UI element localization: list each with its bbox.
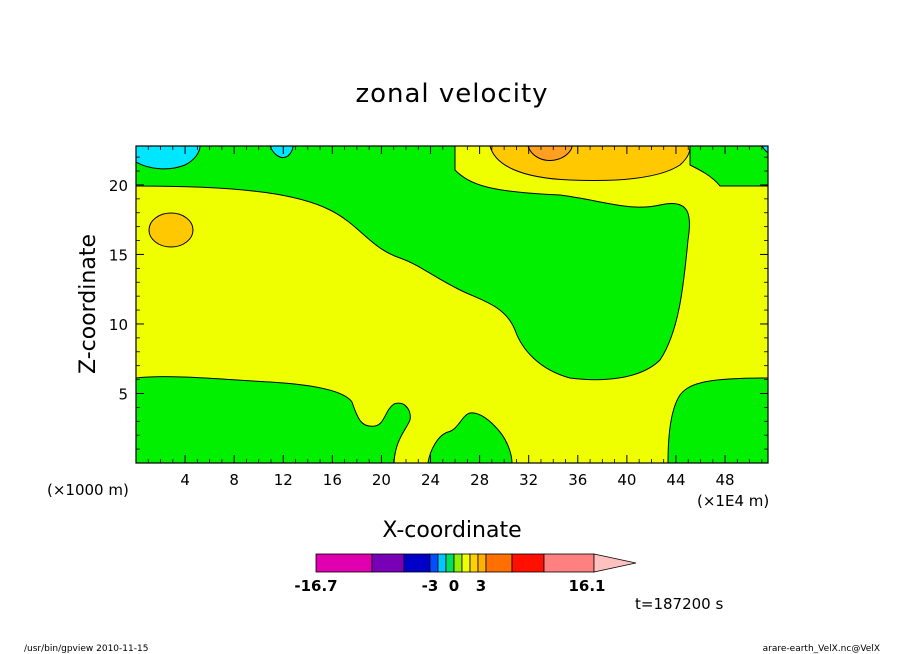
x-tick-label: 20 — [372, 471, 391, 489]
x-unit-left: (×1000 m) — [47, 481, 129, 499]
colorbar-segment — [485, 553, 513, 573]
x-tick-label: 12 — [274, 471, 293, 489]
x-tick-label: 48 — [716, 471, 735, 489]
x-tick-label: 36 — [568, 471, 587, 489]
contour-cyan-small-region — [269, 146, 294, 159]
y-tick-label: 10 — [109, 316, 128, 334]
colorbar-segment — [437, 553, 447, 573]
x-unit-right: (×1E4 m) — [697, 492, 769, 510]
contour-gold-left-blob — [148, 212, 194, 248]
time-label: t=187200 s — [635, 595, 723, 613]
y-axis-ticks: 5 10 15 20 — [109, 156, 768, 450]
colorbar-segment — [469, 553, 479, 573]
colorbar-segment — [445, 553, 455, 573]
x-tick-label: 24 — [421, 471, 440, 489]
colorbar-segment — [315, 553, 373, 573]
colorbar-arrow — [593, 553, 637, 573]
colorbar-max-label: 16.1 — [568, 577, 605, 595]
colorbar-min-label: -16.7 — [294, 577, 337, 595]
y-tick-label: 5 — [118, 385, 128, 403]
colorbar-segment — [453, 553, 463, 573]
x-tick-label: 44 — [666, 471, 685, 489]
colorbar-segment — [461, 553, 471, 573]
contour-green-bottom-right-region — [667, 377, 768, 463]
contour-orange-core-region — [527, 146, 573, 161]
colorbar-segment — [403, 553, 431, 573]
colorbar-segment — [543, 553, 595, 573]
footer-left: /usr/bin/gpview 2010-11-15 — [24, 644, 148, 654]
x-axis-ticks: 4 8 12 16 20 24 28 32 36 40 44 48 — [147, 146, 763, 489]
contour-green-bottom-mid-region — [427, 412, 513, 463]
x-tick-label: 16 — [323, 471, 342, 489]
contour-cyan-right-edge — [761, 146, 768, 154]
contour-green-top-right-region — [689, 146, 768, 187]
plot-area — [135, 145, 769, 464]
colorbar-segment — [511, 553, 545, 573]
colorbar-segment — [429, 553, 439, 573]
y-tick-label: 15 — [109, 246, 128, 264]
x-tick-label: 8 — [229, 471, 239, 489]
x-tick-label: 4 — [180, 471, 190, 489]
y-tick-label: 20 — [109, 177, 128, 195]
x-axis-label: X-coordinate — [382, 518, 521, 543]
colorbar-inner-labels: -3 0 3 — [422, 577, 487, 595]
contour-cyan-topleft-region — [136, 146, 201, 170]
colorbar-segment — [371, 553, 405, 573]
x-tick-label: 28 — [470, 471, 489, 489]
y-axis-label: Z-coordinate — [76, 234, 101, 374]
colorbar-inner-label: 3 — [476, 577, 486, 595]
contour-green-upper-region — [136, 146, 691, 381]
x-tick-label: 32 — [519, 471, 538, 489]
plot-frame — [135, 145, 769, 464]
colorbar-inner-label: -3 — [422, 577, 439, 595]
contour-green-bottom-left-region — [136, 376, 411, 463]
x-tick-label: 40 — [617, 471, 636, 489]
chart-title: zonal velocity — [355, 79, 548, 109]
colorbar — [315, 553, 637, 573]
colorbar-inner-label: 0 — [449, 577, 459, 595]
colorbar-segment — [477, 553, 487, 573]
footer-right: arare-earth_VelX.nc@VelX — [763, 644, 880, 654]
